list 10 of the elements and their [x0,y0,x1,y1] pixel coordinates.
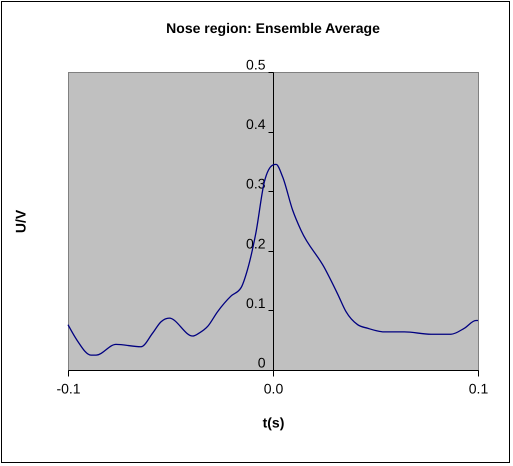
x-tick-label: 0.0 [264,380,284,396]
x-tick-label: -0.1 [56,380,81,396]
y-tick-label: 0.5 [246,56,266,72]
chart-title: Nose region: Ensemble Average [166,20,380,36]
y-axis-title: U/V [12,209,28,234]
y-tick-label: 0 [258,354,266,370]
x-axis-title: t(s) [262,414,284,430]
x-tick-label: 0.1 [468,380,488,396]
y-tick-label: 0.4 [246,116,266,132]
y-tick-label: 0.1 [246,294,266,311]
